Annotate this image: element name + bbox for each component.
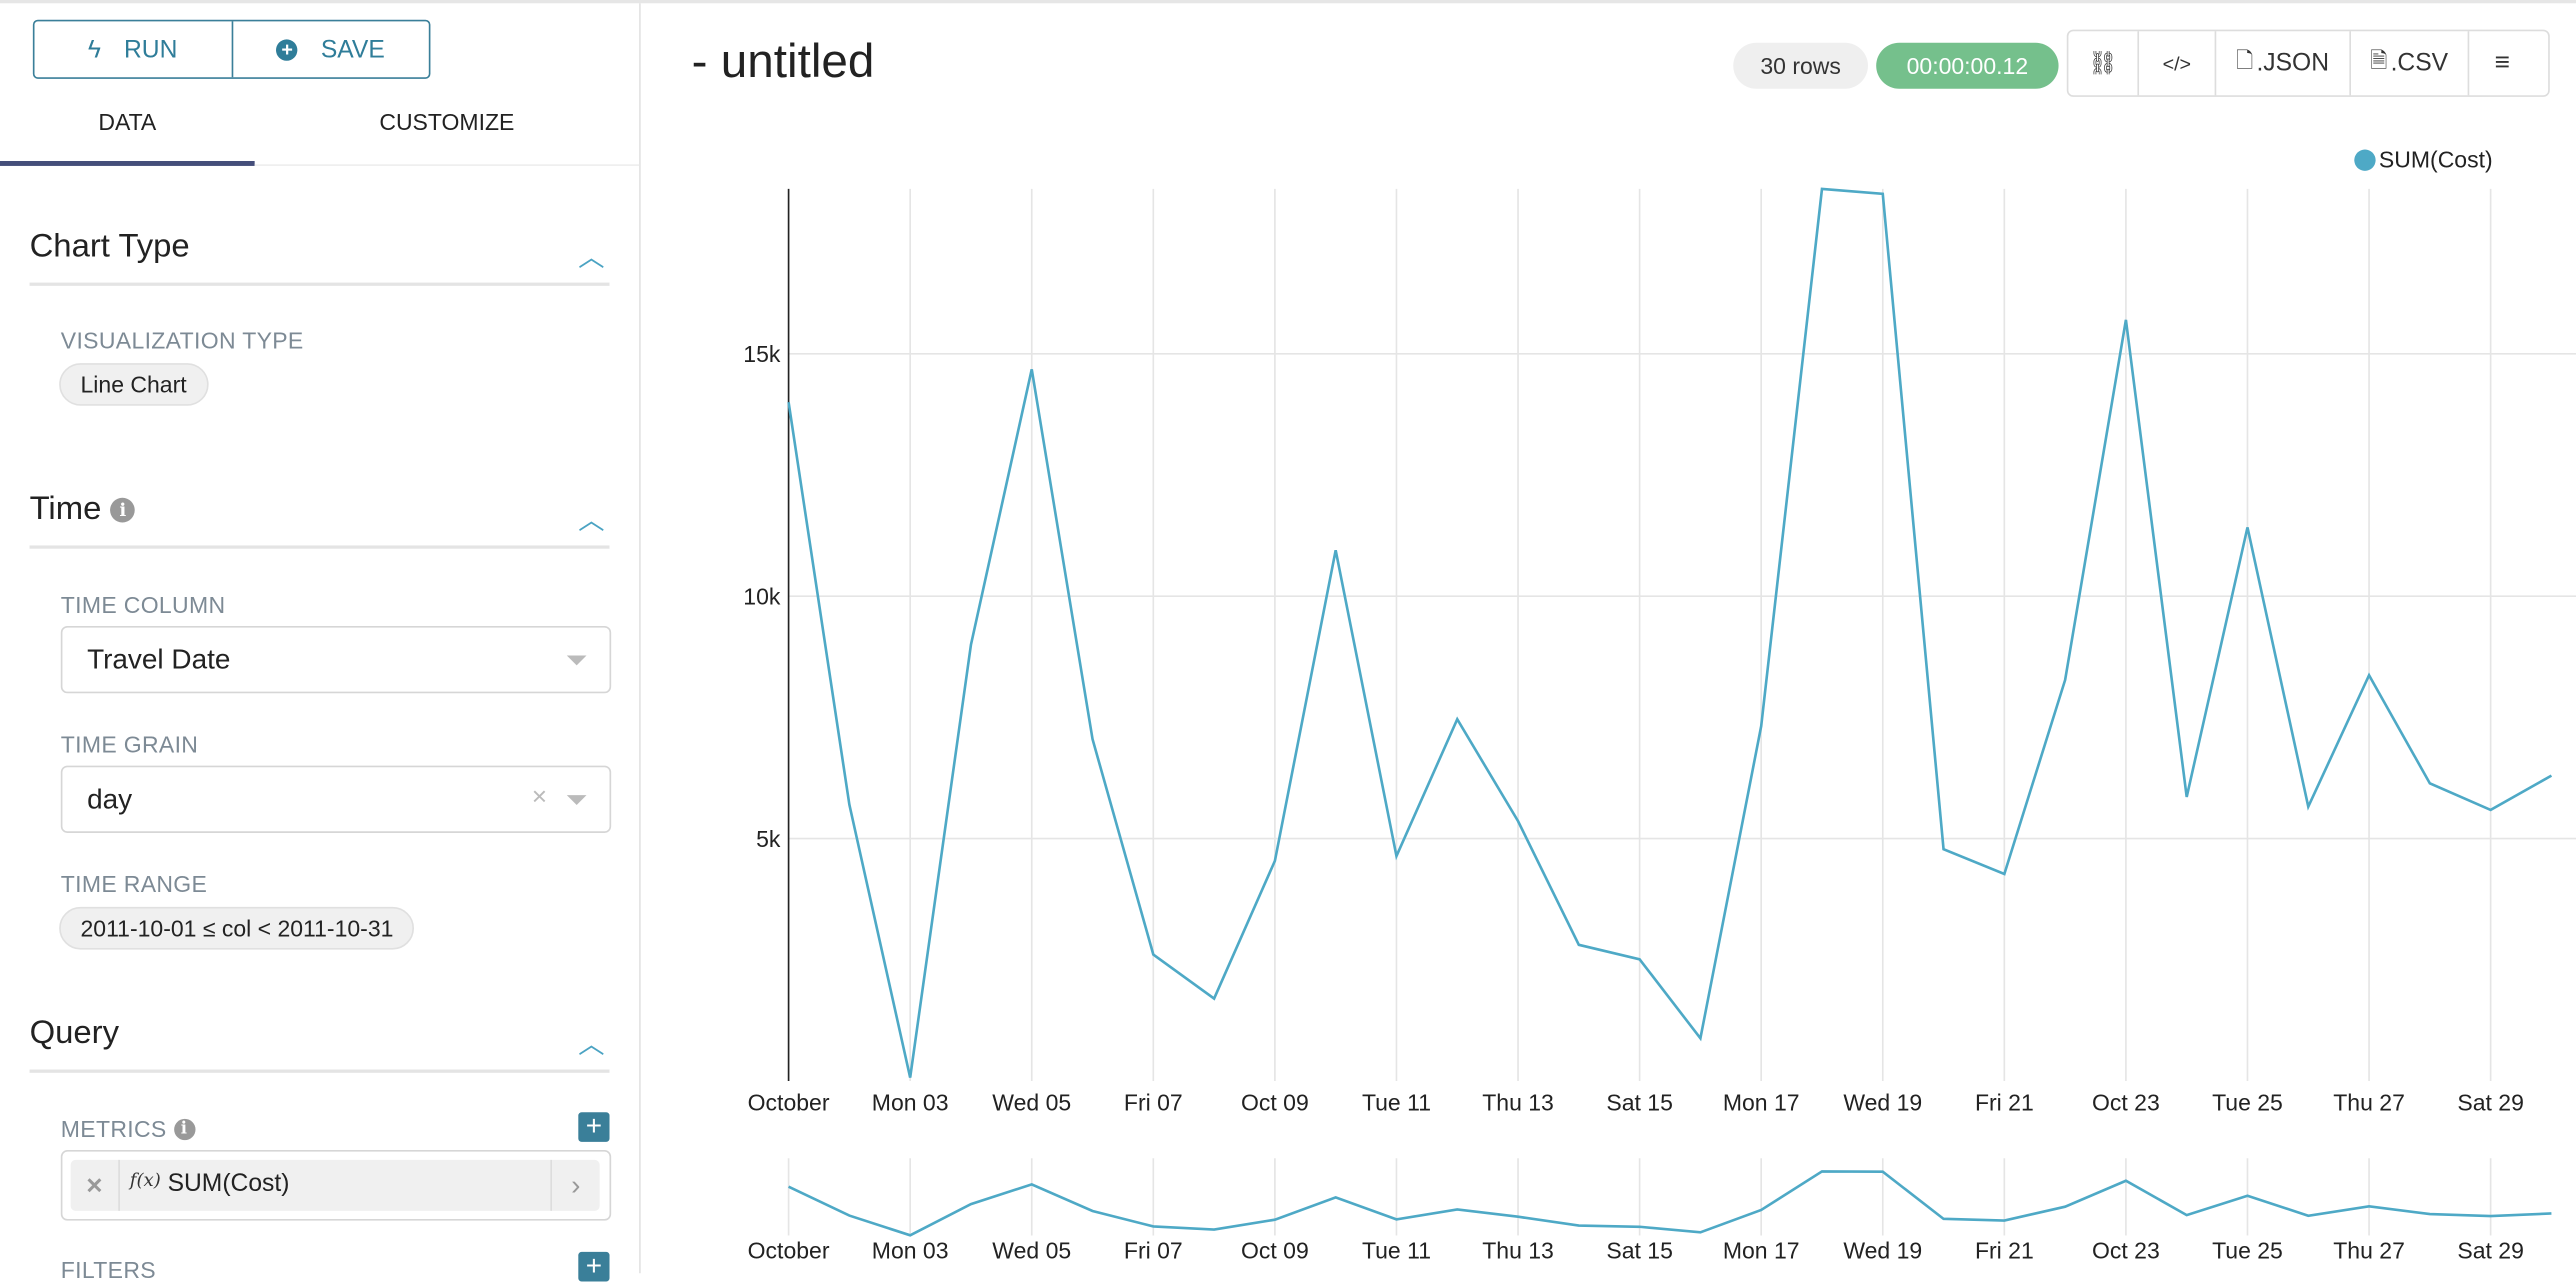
x-tick-label: October: [748, 1090, 830, 1116]
x-tick-label: Tue 25: [2212, 1090, 2283, 1116]
brush-x-tick-label: Fri 07: [1124, 1237, 1183, 1263]
brush-x-tick-label: Tue 25: [2212, 1237, 2283, 1263]
brush-x-tick-label: Thu 13: [1482, 1237, 1554, 1263]
x-tick-label: Wed 19: [1843, 1090, 1922, 1116]
x-tick-label: Oct 23: [2092, 1090, 2160, 1116]
brush-x-tick-label: Wed 19: [1843, 1237, 1922, 1263]
brush-x-tick-label: October: [748, 1237, 830, 1263]
x-tick-label: Wed 05: [992, 1090, 1071, 1116]
y-tick-label: 10k: [743, 583, 781, 609]
x-tick-label: Fri 21: [1975, 1090, 2034, 1116]
x-tick-label: Fri 07: [1124, 1090, 1183, 1116]
brush-x-tick-label: Oct 09: [1241, 1237, 1309, 1263]
x-tick-label: Thu 13: [1482, 1090, 1554, 1116]
x-tick-label: Sat 29: [2457, 1090, 2524, 1116]
brush-x-tick-label: Sat 29: [2457, 1237, 2524, 1263]
brush-x-tick-label: Tue 11: [1362, 1237, 1431, 1263]
series-line-sum-cost: [789, 189, 2552, 1078]
brush-x-tick-label: Fri 21: [1975, 1237, 2034, 1263]
x-tick-label: Thu 27: [2333, 1090, 2405, 1116]
brush-x-tick-label: Oct 23: [2092, 1237, 2160, 1263]
y-tick-label: 15k: [743, 341, 781, 367]
brush-x-tick-label: Mon 03: [872, 1237, 949, 1263]
y-tick-label: 5k: [756, 826, 781, 852]
brush-x-tick-label: Sat 15: [1606, 1237, 1672, 1263]
brush-x-tick-label: Wed 05: [992, 1237, 1071, 1263]
brush-x-tick-label: Mon 17: [1723, 1237, 1800, 1263]
x-tick-label: Sat 15: [1606, 1090, 1672, 1116]
brush-x-tick-label: Thu 27: [2333, 1237, 2405, 1263]
x-tick-label: Oct 09: [1241, 1090, 1309, 1116]
x-tick-label: Mon 17: [1723, 1090, 1800, 1116]
brush-series-line: [789, 1171, 2552, 1235]
x-tick-label: Tue 11: [1362, 1090, 1431, 1116]
x-tick-label: Mon 03: [872, 1090, 949, 1116]
